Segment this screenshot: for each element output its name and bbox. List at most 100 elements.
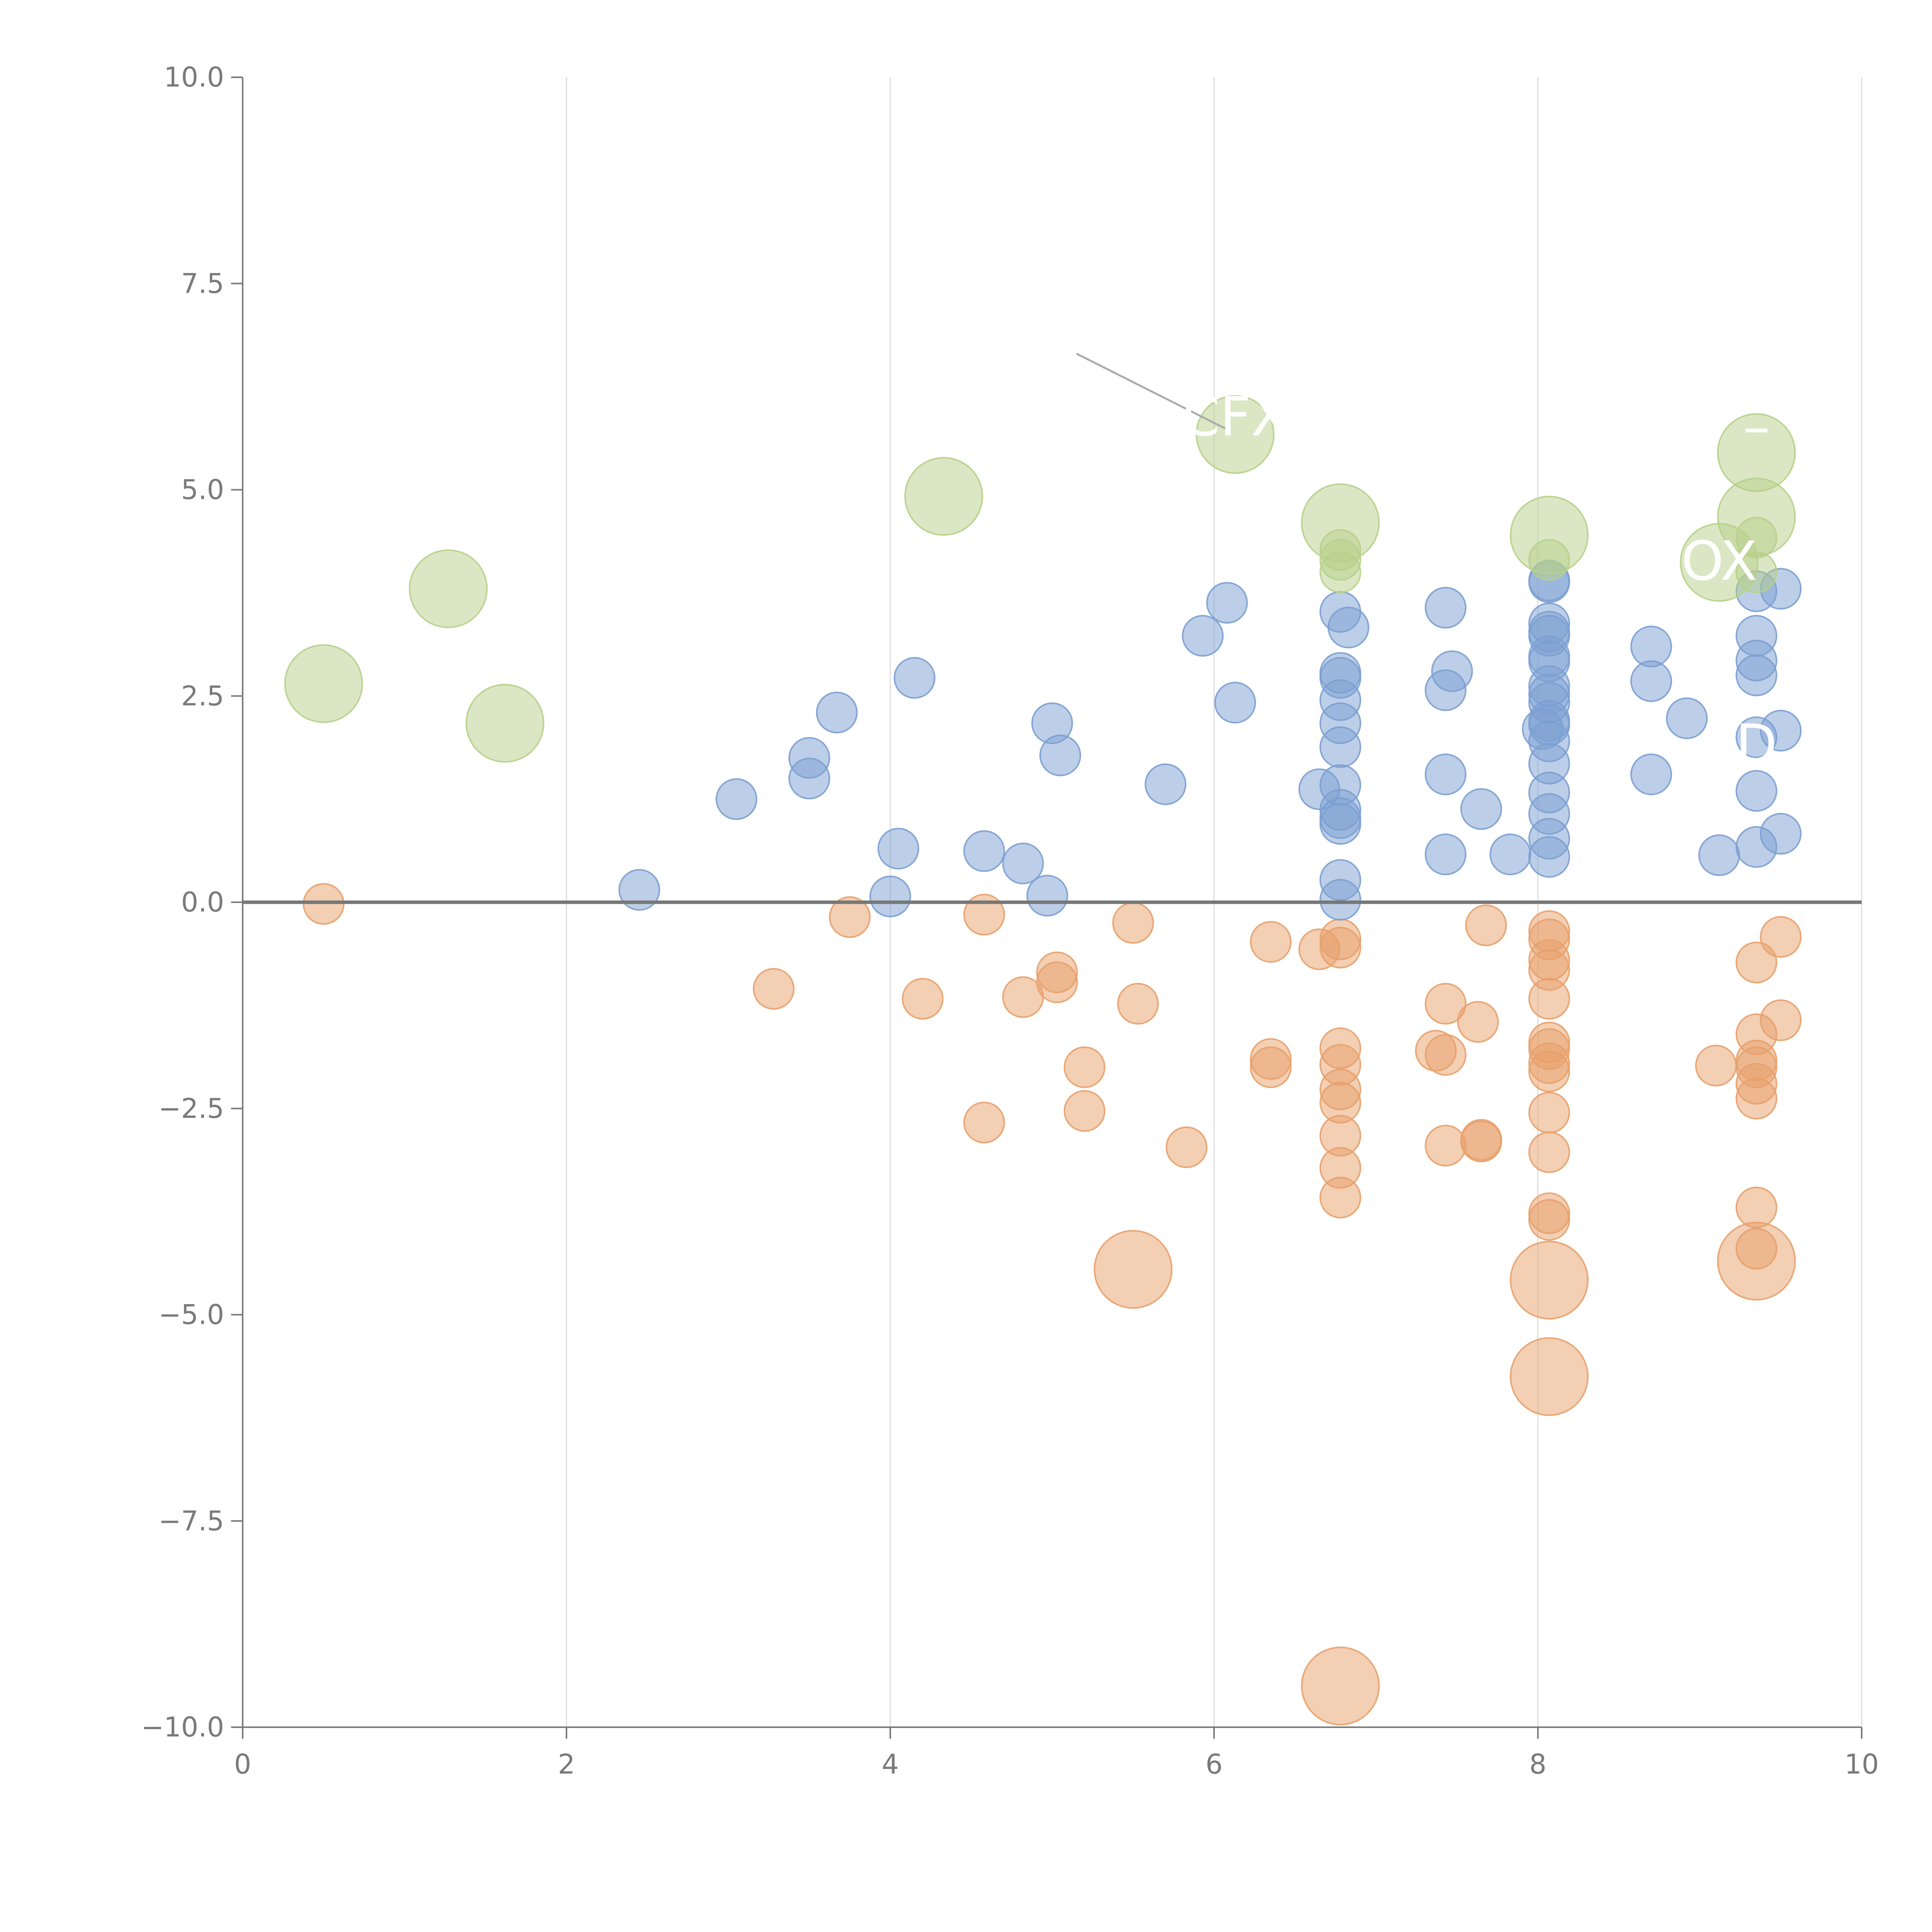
- positive-point: [1425, 753, 1467, 796]
- highlight-point: [1301, 483, 1380, 562]
- negative-point: [1425, 1034, 1467, 1076]
- highlight-point: [1510, 495, 1589, 575]
- positive-point: [1760, 709, 1802, 752]
- negative-point: [753, 968, 795, 1010]
- negative-large-point: [1301, 1646, 1380, 1726]
- y-tick-label: −2.5: [158, 1093, 224, 1124]
- y-tick-label: 7.5: [181, 268, 224, 299]
- x-tick-label: 4: [882, 1748, 899, 1780]
- negative-point: [1425, 1124, 1467, 1167]
- annotation-label: D: [1736, 713, 1777, 776]
- positive-point: [618, 869, 660, 911]
- x-tick-label: 0: [234, 1748, 252, 1780]
- negative-point: [1528, 1199, 1570, 1241]
- negative-point: [963, 1102, 1005, 1144]
- positive-point: [1698, 834, 1740, 876]
- positive-point: [1425, 833, 1467, 876]
- y-tick-label: 0.0: [181, 886, 224, 918]
- highlight-point: [904, 457, 983, 536]
- positive-point: [1319, 726, 1361, 768]
- highlight-point: [1717, 477, 1796, 556]
- negative-point: [1063, 1046, 1105, 1088]
- x-tick-label: 6: [1206, 1748, 1223, 1780]
- positive-point: [1206, 582, 1248, 624]
- positive-point: [715, 778, 757, 820]
- positive-point: [1327, 607, 1369, 649]
- negative-point: [1063, 1090, 1105, 1132]
- positive-point: [1735, 770, 1777, 812]
- highlight-point: [1196, 395, 1275, 474]
- negative-point: [1735, 1186, 1777, 1228]
- positive-point: [1425, 587, 1467, 629]
- positive-point: [1528, 836, 1570, 878]
- positive-point: [1666, 697, 1708, 739]
- negative-point: [1425, 983, 1467, 1025]
- negative-point: [901, 978, 944, 1020]
- positive-point: [893, 657, 935, 699]
- negative-point: [1250, 1046, 1292, 1088]
- positive-point: [1182, 615, 1224, 657]
- negative-point: [1735, 941, 1777, 983]
- y-tick-label: −5.0: [158, 1299, 224, 1331]
- x-tick-label: 8: [1529, 1748, 1547, 1780]
- negative-point: [1465, 904, 1507, 946]
- y-tick-label: −7.5: [158, 1505, 224, 1537]
- negative-point: [1457, 1001, 1499, 1043]
- highlight-point: [465, 684, 544, 763]
- negative-point: [1250, 921, 1292, 963]
- positive-point: [1489, 833, 1531, 876]
- positive-point: [1319, 803, 1361, 845]
- annotation-label: –: [1743, 395, 1770, 458]
- negative-point: [1528, 1092, 1570, 1134]
- negative-point: [1117, 983, 1159, 1025]
- negative-point: [1760, 916, 1802, 958]
- positive-point: [1145, 763, 1187, 805]
- y-tick-label: 5.0: [181, 474, 224, 506]
- negative-large-point: [1717, 1221, 1796, 1301]
- y-tick-label: 2.5: [181, 680, 224, 712]
- positive-point: [1735, 654, 1777, 696]
- negative-point: [1112, 902, 1154, 944]
- y-tick-label: −10.0: [141, 1711, 224, 1743]
- y-tick-label: 10.0: [164, 61, 224, 93]
- highlight-point: [284, 644, 363, 723]
- negative-point: [1695, 1044, 1737, 1087]
- negative-point: [1036, 961, 1078, 1003]
- negative-point: [1319, 927, 1361, 969]
- negative-point: [1528, 1050, 1570, 1092]
- positive-point: [1026, 874, 1068, 917]
- positive-point: [1319, 879, 1361, 921]
- annotation-label: CFX: [1182, 386, 1288, 449]
- positive-point: [1039, 734, 1081, 776]
- negative-point: [1735, 1078, 1777, 1120]
- x-tick-label: 10: [1844, 1748, 1879, 1780]
- positive-point: [788, 757, 830, 799]
- negative-point: [1528, 978, 1570, 1020]
- positive-point: [1214, 682, 1256, 724]
- negative-point: [1165, 1126, 1208, 1168]
- negative-large-point: [1510, 1337, 1589, 1416]
- negative-large-point: [1094, 1230, 1173, 1309]
- negative-point: [1528, 1131, 1570, 1173]
- negative-point: [1319, 1177, 1361, 1219]
- negative-point: [963, 894, 1005, 936]
- x-tick-label: 2: [558, 1748, 575, 1780]
- positive-point: [1002, 842, 1044, 884]
- positive-point: [1630, 660, 1672, 702]
- negative-point: [829, 896, 871, 938]
- negative-point: [1460, 1121, 1502, 1163]
- positive-point: [1760, 813, 1802, 855]
- negative-large-point: [1510, 1240, 1589, 1320]
- positive-point: [1431, 650, 1473, 692]
- positive-point: [877, 828, 919, 870]
- positive-point: [816, 691, 858, 733]
- negative-point: [1760, 999, 1802, 1041]
- highlight-point: [409, 549, 488, 628]
- annotation-label: OX: [1681, 530, 1757, 593]
- positive-point: [963, 830, 1005, 872]
- positive-point: [869, 876, 911, 918]
- positive-point: [1630, 753, 1672, 796]
- annotation-leader-line: [1076, 352, 1228, 430]
